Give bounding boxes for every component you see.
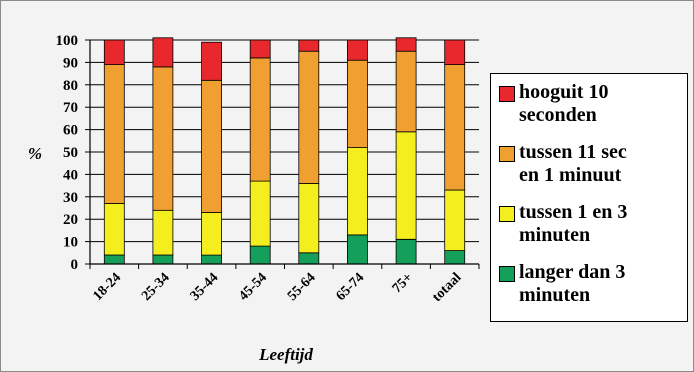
bar-75+-tussen-1-en-3-minuten — [395, 131, 417, 240]
bar-35-44-hooguit-10-seconden — [201, 41, 223, 81]
bar-18-24-langer-dan-3-minuten — [103, 254, 125, 265]
bar-totaal-langer-dan-3-minuten — [444, 250, 466, 265]
bar-65-74-langer-dan-3-minuten — [346, 234, 368, 265]
legend: hooguit 10 seconden tussen 11 sec en 1 min… — [490, 73, 688, 322]
bar-35-44-tussen-11-sec-en-1-minuut — [201, 79, 223, 213]
axes — [85, 39, 480, 269]
x-tick-label-75+: 75+ — [390, 270, 416, 296]
y-tick-label-90: 90 — [63, 55, 78, 71]
bar-45-54-tussen-11-sec-en-1-minuut — [249, 57, 271, 182]
bar-45-54-langer-dan-3-minuten — [249, 245, 271, 265]
y-tick-label-20: 20 — [63, 212, 78, 228]
y-tick-label-40: 40 — [63, 167, 78, 183]
bars — [103, 37, 466, 265]
legend-label: hooguit 10 seconden — [519, 81, 609, 126]
y-axis-title: % — [28, 144, 42, 163]
bar-25-34-hooguit-10-seconden — [152, 37, 174, 68]
bar-35-44-tussen-1-en-3-minuten — [201, 212, 223, 256]
y-tick-label-10: 10 — [63, 235, 78, 251]
legend-swatch — [499, 146, 515, 162]
y-tick-label-100: 100 — [56, 33, 79, 49]
bar-55-64-langer-dan-3-minuten — [298, 252, 320, 265]
legend-label: langer dan 3 minuten — [519, 261, 626, 306]
bar-65-74-tussen-1-en-3-minuten — [346, 147, 368, 236]
bar-totaal-hooguit-10-seconden — [444, 39, 466, 66]
x-axis-title: Leeftijd — [258, 345, 313, 364]
bar-18-24-tussen-11-sec-en-1-minuut — [103, 64, 125, 204]
bar-totaal-tussen-1-en-3-minuten — [444, 189, 466, 252]
x-tick-label-25-34: 25-34 — [139, 270, 173, 304]
bar-45-54-hooguit-10-seconden — [249, 39, 271, 59]
y-tick-label-60: 60 — [63, 123, 78, 139]
bar-65-74-hooguit-10-seconden — [346, 39, 368, 61]
bar-55-64-tussen-11-sec-en-1-minuut — [298, 50, 320, 184]
x-tick-label-45-54: 45-54 — [236, 270, 270, 304]
legend-swatch — [499, 266, 515, 282]
bar-55-64-tussen-1-en-3-minuten — [298, 182, 320, 254]
bar-45-54-tussen-1-en-3-minuten — [249, 180, 271, 247]
bar-totaal-tussen-11-sec-en-1-minuut — [444, 64, 466, 191]
bar-75+-hooguit-10-seconden — [395, 37, 417, 52]
y-tick-label-0: 0 — [71, 257, 79, 273]
y-tick-label-50: 50 — [63, 145, 78, 161]
legend-item-hooguit-10-seconden: hooguit 10 seconden — [499, 81, 681, 141]
bar-55-64-hooguit-10-seconden — [298, 39, 320, 52]
x-tick-label-35-44: 35-44 — [188, 270, 222, 304]
bar-18-24-tussen-1-en-3-minuten — [103, 203, 125, 256]
legend-label: tussen 1 en 3 minuten — [519, 201, 628, 246]
bar-75+-langer-dan-3-minuten — [395, 238, 417, 265]
x-tick-label-55-64: 55-64 — [285, 270, 319, 304]
y-tick-label-80: 80 — [63, 78, 78, 94]
bar-18-24-hooguit-10-seconden — [103, 39, 125, 66]
bar-25-34-langer-dan-3-minuten — [152, 254, 174, 265]
x-tick-label-18-24: 18-24 — [90, 270, 124, 304]
bar-75+-tussen-11-sec-en-1-minuut — [395, 50, 417, 133]
x-tick-label-65-74: 65-74 — [334, 270, 368, 304]
x-tick-label-totaal: totaal — [430, 270, 465, 305]
y-tick-label-30: 30 — [63, 190, 78, 206]
legend-item-tussen-11-sec-en-1-minuut: tussen 11 sec en 1 minuut — [499, 141, 681, 201]
legend-label: tussen 11 sec en 1 minuut — [519, 141, 627, 186]
legend-item-langer-dan-3-minuten: langer dan 3 minuten — [499, 261, 681, 321]
bar-35-44-langer-dan-3-minuten — [201, 254, 223, 265]
bar-65-74-tussen-11-sec-en-1-minuut — [346, 59, 368, 149]
legend-swatch — [499, 206, 515, 222]
gridlines — [90, 39, 479, 243]
y-tick-label-70: 70 — [63, 100, 78, 116]
legend-item-tussen-1-en-3-minuten: tussen 1 en 3 minuten — [499, 201, 681, 261]
bar-25-34-tussen-1-en-3-minuten — [152, 209, 174, 256]
bar-25-34-tussen-11-sec-en-1-minuut — [152, 66, 174, 211]
legend-swatch — [499, 86, 515, 102]
